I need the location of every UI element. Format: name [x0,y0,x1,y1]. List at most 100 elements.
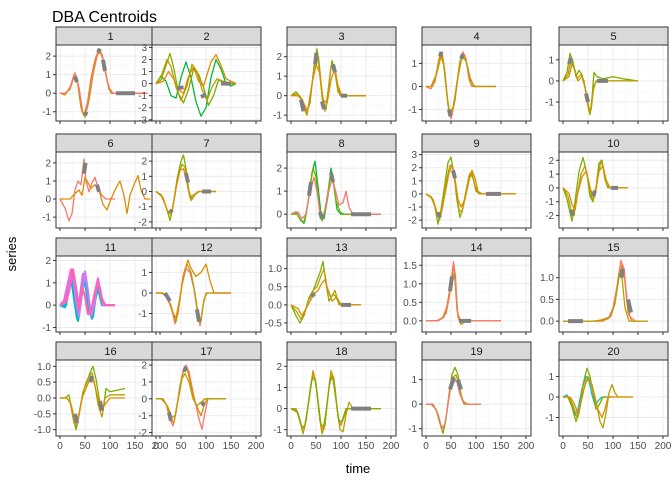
centroid-segment [200,401,206,407]
facet-strip-label: 17 [200,346,212,358]
x-tick-label: 150 [223,441,240,452]
centroid-segment [176,85,184,91]
series-group [290,369,381,435]
y-tick-label: -1 [138,309,147,320]
x-tick-label: 150 [358,441,375,452]
y-tick-label: -0.5 [265,318,283,329]
facet-panel: 10 -2 -1 0 1 2 [545,133,669,231]
facet-strip-label: 16 [104,346,116,358]
facet-panel: 5 -1 0 1 [545,26,669,124]
series-line [60,174,150,215]
y-tick-label: 2 [276,164,282,175]
y-tick-label: -3 [138,115,147,126]
y-tick-label: -1 [42,107,51,118]
y-tick-label: 1 [276,72,282,83]
centroid-segment [448,276,454,292]
facet-strip-label: 11 [105,242,116,254]
centroid-segment [619,268,625,279]
facet-panel: 9 -2 -1 0 1 2 3 [408,133,532,231]
facet-strip-label: 3 [338,31,344,43]
y-tick-label: 0.5 [540,295,554,306]
centroid-segment [163,291,172,303]
y-tick-label: 2 [141,157,147,168]
centroid-segment [436,211,442,219]
y-tick-label: 2 [276,52,282,63]
centroid-segment [195,309,201,323]
y-tick-label: 0 [141,288,147,299]
centroid-segment [569,209,575,217]
series-line [155,54,237,94]
centroid-segment [320,101,326,110]
x-tick-label: 0 [288,441,294,452]
x-tick-label: 0 [560,441,566,452]
y-tick-label: 0.0 [540,317,554,328]
facet-panel: 16-1.0-0.50.00.51.00 50 100 150 200 [34,341,169,452]
y-tick-label: 1 [276,383,282,394]
centroid-segment [95,184,101,193]
y-tick-label: 1.0 [37,362,51,373]
y-tick-label: 1 [141,172,147,183]
series-group [562,367,633,429]
y-tick-label: 1 [548,170,554,181]
y-tick-label: -1 [138,202,147,213]
y-tick-label: 0 [276,91,282,102]
centroid-segment [98,400,104,412]
series-group [60,365,126,431]
centroid-segment [73,413,79,424]
y-tick-label: 0 [141,394,147,405]
y-tick-label: 1 [141,67,147,78]
series-group [426,366,481,435]
facet-panel: 20 -1 0 1 0 50 100 150 200 [545,341,672,452]
series-line [155,58,237,102]
centroid-segment [299,99,306,112]
y-tick-label: 0 [548,183,554,194]
x-tick-label: 100 [605,441,622,452]
centroid-segment [167,411,173,422]
y-tick-label: 1.0 [268,264,282,275]
y-tick-label: 3 [411,150,417,161]
x-tick-label: 50 [582,441,594,452]
series-line [155,168,216,214]
series-line [290,268,361,320]
facet-strip-label: 10 [607,138,619,150]
series-group [290,160,381,225]
y-tick-label: 2 [411,163,417,174]
y-tick-label: 1 [45,70,51,81]
facet-strip-label: 12 [200,242,212,254]
y-tick-label: 1 [411,176,417,187]
facet-panel: 12 -1 0 1 [138,237,262,335]
y-tick-label: 1 [548,372,554,383]
series-group [59,47,148,118]
facet-strip-label: 6 [107,138,113,150]
series-group [563,259,648,324]
centroid-segment [447,109,453,117]
y-tick-label: -0.5 [34,409,52,420]
y-tick-label: -1 [408,203,417,214]
centroid-segment [584,93,590,103]
series-line [563,367,613,423]
series-line [290,278,361,317]
facet-panel: 15 0.0 0.5 1.0 [540,237,669,335]
x-tick-label: 150 [493,441,510,452]
y-tick-label: -1 [138,411,147,422]
y-tick-label: 1.0 [403,279,417,290]
y-tick-label: 0 [411,189,417,200]
series-line [155,58,237,117]
y-tick-label: 2 [45,158,51,169]
facet-strip-label: 18 [335,346,347,358]
series-line [156,372,226,419]
series-line [426,55,496,115]
y-tick-label: -1 [42,213,51,224]
facet-strip-label: 5 [610,31,616,43]
y-tick-label: 0 [45,301,51,312]
series-group [155,154,216,222]
y-tick-label: 0 [141,187,147,198]
x-tick-label: 100 [102,441,119,452]
series-line [562,63,638,112]
x-tick-label: 200 [152,441,169,452]
centroid-segment [184,172,190,183]
centroid-segment [101,59,107,72]
y-tick-label: -1 [408,105,417,116]
facet-panel: 6 -1 0 1 2 [42,133,166,231]
series-group [156,364,226,430]
